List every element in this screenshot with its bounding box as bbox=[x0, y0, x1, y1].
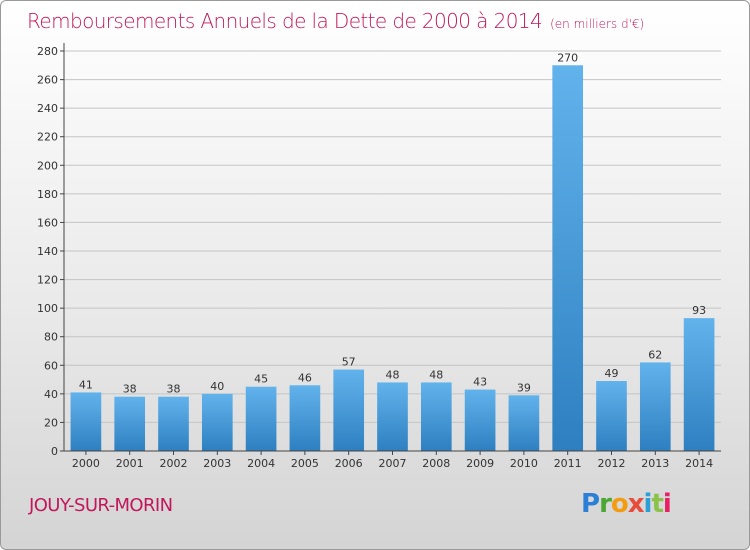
bar bbox=[70, 392, 102, 451]
x-tick-label: 2007 bbox=[379, 457, 407, 470]
x-tick-label: 2006 bbox=[335, 457, 363, 470]
chart-title-text: Remboursements Annuels de la Dette de 20… bbox=[27, 9, 543, 33]
bar bbox=[639, 362, 671, 451]
bar bbox=[245, 386, 277, 451]
x-tick-label: 2002 bbox=[160, 457, 188, 470]
y-tick-label: 120 bbox=[37, 274, 58, 287]
x-tick-label: 2003 bbox=[203, 457, 231, 470]
data-label: 41 bbox=[79, 378, 93, 391]
x-tick-label: 2001 bbox=[116, 457, 144, 470]
bar bbox=[508, 395, 540, 451]
bar bbox=[420, 382, 452, 451]
x-tick-label: 2004 bbox=[247, 457, 275, 470]
x-tick-label: 2000 bbox=[72, 457, 100, 470]
x-tick-label: 2009 bbox=[466, 457, 494, 470]
bar bbox=[683, 318, 715, 451]
commune-name: JOUY-SUR-MORIN bbox=[29, 495, 173, 516]
y-tick-label: 260 bbox=[37, 74, 58, 87]
x-tick-label: 2013 bbox=[641, 457, 669, 470]
y-tick-label: 20 bbox=[44, 416, 58, 429]
data-label: 48 bbox=[386, 368, 400, 381]
data-label: 38 bbox=[123, 383, 137, 396]
chart-unit: (en milliers d'€) bbox=[550, 17, 645, 31]
data-label: 57 bbox=[342, 356, 356, 369]
bar bbox=[114, 396, 146, 451]
y-tick-label: 240 bbox=[37, 102, 58, 115]
data-label: 45 bbox=[254, 373, 268, 386]
data-label: 46 bbox=[298, 371, 312, 384]
data-label: 49 bbox=[605, 367, 619, 380]
bar bbox=[596, 381, 627, 451]
x-tick-label: 2008 bbox=[422, 457, 450, 470]
y-tick-label: 100 bbox=[37, 302, 58, 315]
bar bbox=[201, 393, 233, 451]
data-label: 40 bbox=[210, 380, 224, 393]
data-label: 270 bbox=[557, 51, 578, 64]
y-tick-label: 180 bbox=[37, 188, 58, 201]
data-label: 93 bbox=[692, 304, 706, 317]
y-tick-label: 160 bbox=[37, 216, 58, 229]
data-label: 43 bbox=[473, 376, 487, 389]
x-tick-label: 2014 bbox=[685, 457, 713, 470]
x-tick-label: 2005 bbox=[291, 457, 319, 470]
y-tick-label: 140 bbox=[37, 245, 58, 258]
y-tick-label: 220 bbox=[37, 131, 58, 144]
y-tick-label: 40 bbox=[44, 388, 58, 401]
x-tick-label: 2011 bbox=[554, 457, 582, 470]
y-tick-label: 280 bbox=[37, 45, 58, 58]
bar bbox=[333, 369, 365, 451]
proxiti-logo: Proxiti bbox=[581, 489, 672, 519]
bar bbox=[289, 385, 321, 451]
data-label: 38 bbox=[167, 383, 181, 396]
data-label: 62 bbox=[648, 348, 662, 361]
x-tick-label: 2010 bbox=[510, 457, 538, 470]
chart-title: Remboursements Annuels de la Dette de 20… bbox=[27, 9, 644, 33]
y-tick-label: 60 bbox=[44, 359, 58, 372]
data-label: 48 bbox=[429, 368, 443, 381]
bar bbox=[158, 396, 189, 451]
bar bbox=[377, 382, 408, 451]
data-label: 39 bbox=[517, 381, 531, 394]
y-tick-label: 0 bbox=[51, 445, 58, 458]
y-tick-label: 80 bbox=[44, 331, 58, 344]
bar bbox=[464, 389, 496, 451]
x-tick-label: 2012 bbox=[598, 457, 626, 470]
y-tick-label: 200 bbox=[37, 159, 58, 172]
bar bbox=[552, 65, 584, 452]
